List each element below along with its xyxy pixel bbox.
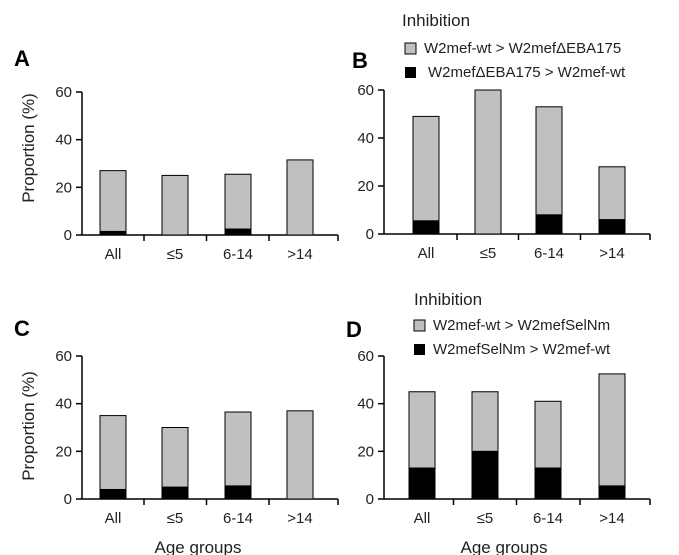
y-tick-label-a: 60: [55, 84, 72, 101]
panel-letter-b: B: [352, 48, 368, 73]
y-tick-label-d: 40: [357, 396, 374, 413]
bar-c-black-2: [224, 485, 252, 500]
legend-swatch-black-bottom: [414, 344, 425, 355]
panel-c: C Proportion (%) Age groups 0 20 40 60 All ≤5…: [14, 316, 339, 555]
bar-d-black-2: [534, 467, 562, 500]
legend-swatch-gray-top: [404, 42, 417, 55]
x-tick-label-a: >14: [287, 246, 312, 263]
bar-b-gray-0: [412, 115, 440, 222]
bar-d-gray-0: [408, 391, 436, 469]
panel-letter-d: D: [346, 317, 362, 342]
legend-title-top: Inhibition: [402, 11, 470, 30]
y-axis-label-a: Proportion (%): [19, 93, 38, 203]
x-tick-label-a: 6-14: [223, 246, 253, 263]
legend-label-black-bottom: W2mefSelNm > W2mef-wt: [433, 341, 611, 358]
y-tick-label-b: 0: [366, 226, 374, 243]
bar-a-gray-3: [286, 159, 314, 236]
panel-letter-c: C: [14, 316, 30, 341]
y-tick-label-d: 20: [357, 443, 374, 460]
x-tick-label-c: >14: [287, 510, 312, 527]
y-tick-label-d: 60: [357, 348, 374, 365]
legend-label-black-top: W2mefΔEBA175 > W2mef-wt: [428, 64, 626, 81]
x-tick-label-d: 6-14: [533, 510, 563, 527]
bar-c-black-0: [99, 488, 127, 500]
bar-d-gray-2: [534, 400, 562, 469]
x-tick-label-d: ≤5: [477, 510, 494, 527]
bar-d-black-3: [598, 485, 626, 500]
bar-d-gray-1: [471, 391, 499, 452]
bar-a-black-0: [99, 230, 127, 236]
bar-a-gray-1: [161, 174, 189, 236]
legend-title-bottom: Inhibition: [414, 290, 482, 309]
bar-a-gray-0: [99, 170, 127, 232]
x-tick-label-b: >14: [599, 245, 624, 262]
bar-c-black-1: [161, 486, 189, 500]
bar-d-black-1: [471, 450, 499, 500]
y-tick-label-b: 60: [357, 82, 374, 99]
legend-swatch-gray-bottom: [413, 319, 426, 332]
y-tick-label-b: 20: [357, 178, 374, 195]
x-tick-label-c: ≤5: [167, 510, 184, 527]
bar-a-black-2: [224, 228, 252, 236]
y-tick-label-a: 0: [64, 227, 72, 244]
y-tick-label-c: 60: [55, 348, 72, 365]
y-tick-label-a: 40: [55, 132, 72, 149]
y-axis-label-c: Proportion (%): [19, 371, 38, 481]
y-tick-label-b: 40: [357, 130, 374, 147]
x-tick-label-b: ≤5: [480, 245, 497, 262]
bar-a-gray-2: [224, 173, 252, 230]
legend-label-gray-top: W2mef-wt > W2mefΔEBA175: [424, 40, 621, 57]
x-axis-label-d: Age groups: [461, 538, 548, 555]
x-tick-label-a: All: [105, 246, 122, 263]
x-tick-label-c: All: [105, 510, 122, 527]
x-tick-label-b: 6-14: [534, 245, 564, 262]
bar-b-black-0: [412, 220, 440, 235]
x-tick-label-a: ≤5: [167, 246, 184, 263]
panel-letter-a: A: [14, 46, 30, 71]
bar-b-black-3: [598, 219, 626, 235]
bar-c-gray-2: [224, 411, 252, 487]
x-tick-label-b: All: [418, 245, 435, 262]
bar-c-gray-1: [161, 427, 189, 488]
bar-c-gray-3: [286, 410, 314, 500]
legend-label-gray-bottom: W2mef-wt > W2mefSelNm: [433, 317, 610, 334]
bar-b-gray-2: [535, 106, 563, 216]
bar-c-gray-0: [99, 415, 127, 490]
y-tick-label-c: 40: [55, 396, 72, 413]
bar-d-gray-3: [598, 373, 626, 487]
bar-d-black-0: [408, 467, 436, 500]
panel-b: B Inhibition W2mef-wt > W2mefΔEBA175 W2m…: [352, 11, 651, 262]
bar-b-black-2: [535, 214, 563, 235]
x-tick-label-c: 6-14: [223, 510, 253, 527]
x-tick-label-d: All: [414, 510, 431, 527]
bar-b-gray-3: [598, 166, 626, 221]
y-tick-label-c: 20: [55, 443, 72, 460]
legend-swatch-black-top: [405, 67, 416, 78]
y-tick-label-c: 0: [64, 491, 72, 508]
x-tick-label-d: >14: [599, 510, 624, 527]
y-tick-label-a: 20: [55, 179, 72, 196]
panel-d: D Inhibition W2mef-wt > W2mefSelNm W2mef…: [346, 290, 651, 555]
x-axis-label-c: Age groups: [155, 538, 242, 555]
y-tick-label-d: 0: [366, 491, 374, 508]
panel-a: A Proportion (%) 0 20 40 60 All ≤5 6-14 >14: [14, 46, 339, 263]
bar-b-gray-1: [474, 89, 502, 235]
